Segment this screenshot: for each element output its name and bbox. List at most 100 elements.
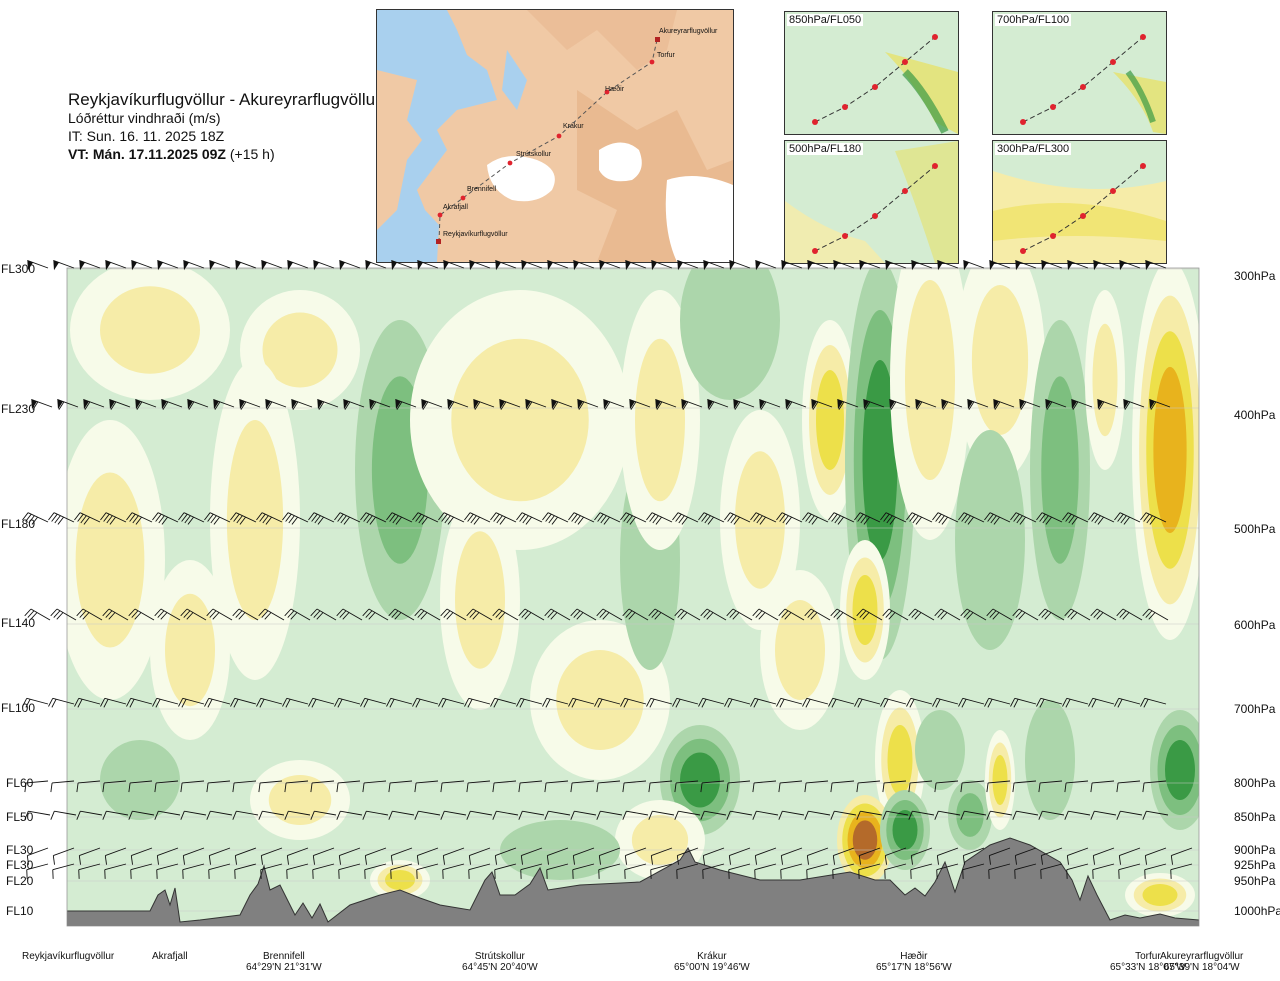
wind-barb xyxy=(570,608,597,621)
barb-feather xyxy=(337,513,344,522)
barb-shaft xyxy=(394,608,415,621)
barb-shaft xyxy=(702,863,725,871)
wind-barb xyxy=(596,810,623,820)
site-label-reykjavik: Reykjavíkurflugvöllur xyxy=(22,951,114,962)
wind-barb xyxy=(960,810,987,820)
barb-flag xyxy=(495,260,501,271)
barb-feather xyxy=(758,612,766,620)
barb-feather xyxy=(78,869,80,879)
barb-shaft xyxy=(54,810,77,816)
barb-feather xyxy=(364,855,367,865)
barb-feather xyxy=(154,782,157,793)
wind-barb xyxy=(1142,810,1169,820)
barb-shaft xyxy=(655,399,677,408)
wind-barb xyxy=(984,512,1011,525)
barb-shaft xyxy=(914,608,935,621)
wind-barb xyxy=(936,863,959,879)
barb-feather xyxy=(915,516,922,525)
field-region xyxy=(100,740,180,820)
wind-barb xyxy=(960,780,985,793)
wind-barb xyxy=(388,780,413,793)
barb-feather xyxy=(906,512,913,521)
wind-barb xyxy=(364,863,387,879)
barb-feather xyxy=(624,869,626,879)
barb-shaft xyxy=(442,697,465,705)
barb-feather xyxy=(1064,608,1072,617)
barb-feather xyxy=(700,782,703,793)
wind-barb xyxy=(468,863,491,879)
barb-feather xyxy=(76,782,79,793)
barb-feather xyxy=(862,612,870,620)
barb-shaft xyxy=(184,810,207,816)
field-region xyxy=(455,531,505,669)
level-map-850: 850hPa/FL050 xyxy=(784,11,959,135)
barb-shaft xyxy=(910,863,933,871)
wind-barb xyxy=(416,863,439,879)
barb-shaft xyxy=(729,847,751,856)
barb-feather xyxy=(908,782,911,793)
wind-barb xyxy=(282,697,309,708)
barb-feather xyxy=(521,610,529,618)
barb-feather xyxy=(129,699,135,708)
barb-shaft xyxy=(676,863,699,871)
barb-feather xyxy=(157,610,165,618)
barb-flag xyxy=(261,260,267,271)
barb-feather xyxy=(342,612,350,620)
barb-feather xyxy=(316,612,324,620)
barb-shaft xyxy=(677,847,699,856)
barb-flag xyxy=(443,260,449,271)
map-label-reykjavik: Reykjavíkurflugvöllur xyxy=(443,231,508,238)
barb-shaft xyxy=(130,697,153,705)
barb-feather xyxy=(727,513,734,522)
wind-barb xyxy=(908,780,933,793)
wind-barb xyxy=(128,608,155,621)
wind-barb xyxy=(1038,810,1065,820)
barb-feather xyxy=(181,699,187,708)
barb-feather xyxy=(239,516,246,525)
barb-shaft xyxy=(1119,512,1141,523)
barb-feather xyxy=(935,513,942,522)
barb-feather xyxy=(466,782,469,793)
barb-feather xyxy=(577,516,584,525)
wind-barb xyxy=(986,780,1011,793)
field-region xyxy=(268,775,332,825)
barb-feather xyxy=(934,811,939,820)
barb-feather xyxy=(472,612,480,620)
barb-feather xyxy=(386,512,393,521)
barb-feather xyxy=(285,699,291,708)
barb-feather xyxy=(596,608,604,617)
wind-barb xyxy=(1116,608,1143,621)
barb-shaft xyxy=(807,512,829,523)
barb-feather xyxy=(160,612,168,620)
wind-barb xyxy=(568,697,595,708)
barb-feather xyxy=(1038,811,1043,820)
wind-barb xyxy=(547,260,569,271)
barb-feather xyxy=(282,698,288,707)
barb-feather xyxy=(989,610,997,618)
barb-shaft xyxy=(703,847,725,856)
wind-barb xyxy=(960,608,987,621)
barb-feather xyxy=(412,512,419,521)
wind-barb xyxy=(934,608,961,621)
barb-shaft xyxy=(135,399,157,408)
barb-shaft xyxy=(624,697,647,705)
barb-feather xyxy=(1142,782,1145,793)
barb-feather xyxy=(623,513,630,522)
wind-barb xyxy=(672,697,699,708)
barb-feather xyxy=(336,811,341,820)
barb-shaft xyxy=(707,399,729,408)
wind-barb xyxy=(880,512,907,525)
barb-shaft xyxy=(988,780,1011,784)
barb-feather xyxy=(935,699,941,708)
barb-shaft xyxy=(1148,608,1169,621)
barb-feather xyxy=(394,612,402,620)
wind-barb xyxy=(598,863,621,879)
field-region xyxy=(1142,884,1178,906)
barb-feather xyxy=(466,608,474,617)
barb-shaft xyxy=(260,697,283,705)
barb-feather xyxy=(52,855,55,865)
barb-flag xyxy=(989,260,995,271)
wind-barb xyxy=(568,512,595,525)
barb-shaft xyxy=(572,697,595,705)
barb-feather xyxy=(126,698,132,707)
